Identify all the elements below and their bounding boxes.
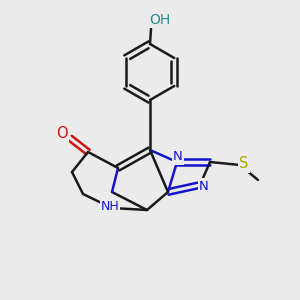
Text: S: S bbox=[239, 157, 249, 172]
Text: N: N bbox=[199, 179, 209, 193]
Text: NH: NH bbox=[100, 200, 119, 212]
Text: N: N bbox=[173, 151, 183, 164]
Text: O: O bbox=[56, 125, 68, 140]
Text: OH: OH bbox=[149, 13, 171, 27]
